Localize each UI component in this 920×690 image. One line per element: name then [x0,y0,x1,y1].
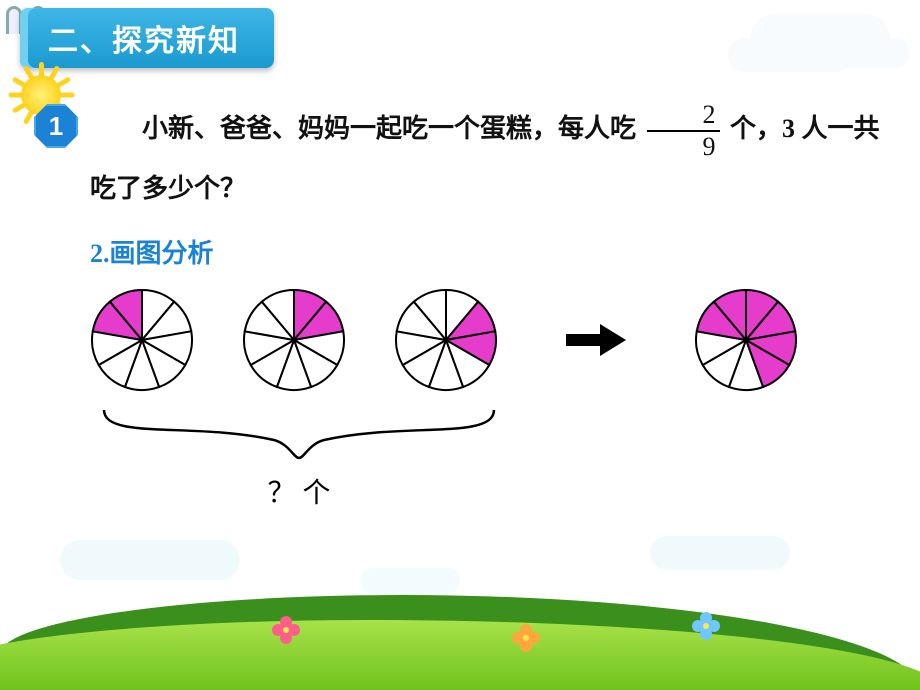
cloud-decoration [360,568,460,594]
result-pie [694,288,798,392]
curly-brace [94,404,504,464]
cloud-decoration [60,540,240,580]
pie-2 [242,288,346,392]
fraction-numerator: 2 [647,102,720,132]
cloud-decoration [650,536,790,570]
content-area: 小新、爸爸、妈妈一起吃一个蛋糕，每人吃 2 9 个，3 人一共吃了多少个？ 2.… [90,100,880,392]
flower-decoration [700,620,712,632]
brace-area: ？ 个 [94,404,504,511]
section-header: 二、探究新知 [20,8,274,68]
problem-part1: 小新、爸爸、妈妈一起吃一个蛋糕，每人吃 [142,114,636,143]
badge-number: 1 [49,111,63,142]
arrow-icon [566,308,626,372]
flower-decoration [280,624,292,636]
fraction-denominator: 9 [647,132,720,160]
diagram-row [90,288,880,392]
brace-label: ？ 个 [94,471,504,511]
pie-1 [90,288,194,392]
three-pies-group [90,288,498,392]
pie-3 [394,288,498,392]
flower-decoration [520,632,532,644]
fraction: 2 9 [647,102,720,160]
section-title: 二、探究新知 [48,25,240,58]
problem-text: 小新、爸爸、妈妈一起吃一个蛋糕，每人吃 2 9 个，3 人一共吃了多少个？ [90,100,880,217]
cloud-top [750,14,890,64]
subtitle: 2.画图分析 [90,233,880,270]
